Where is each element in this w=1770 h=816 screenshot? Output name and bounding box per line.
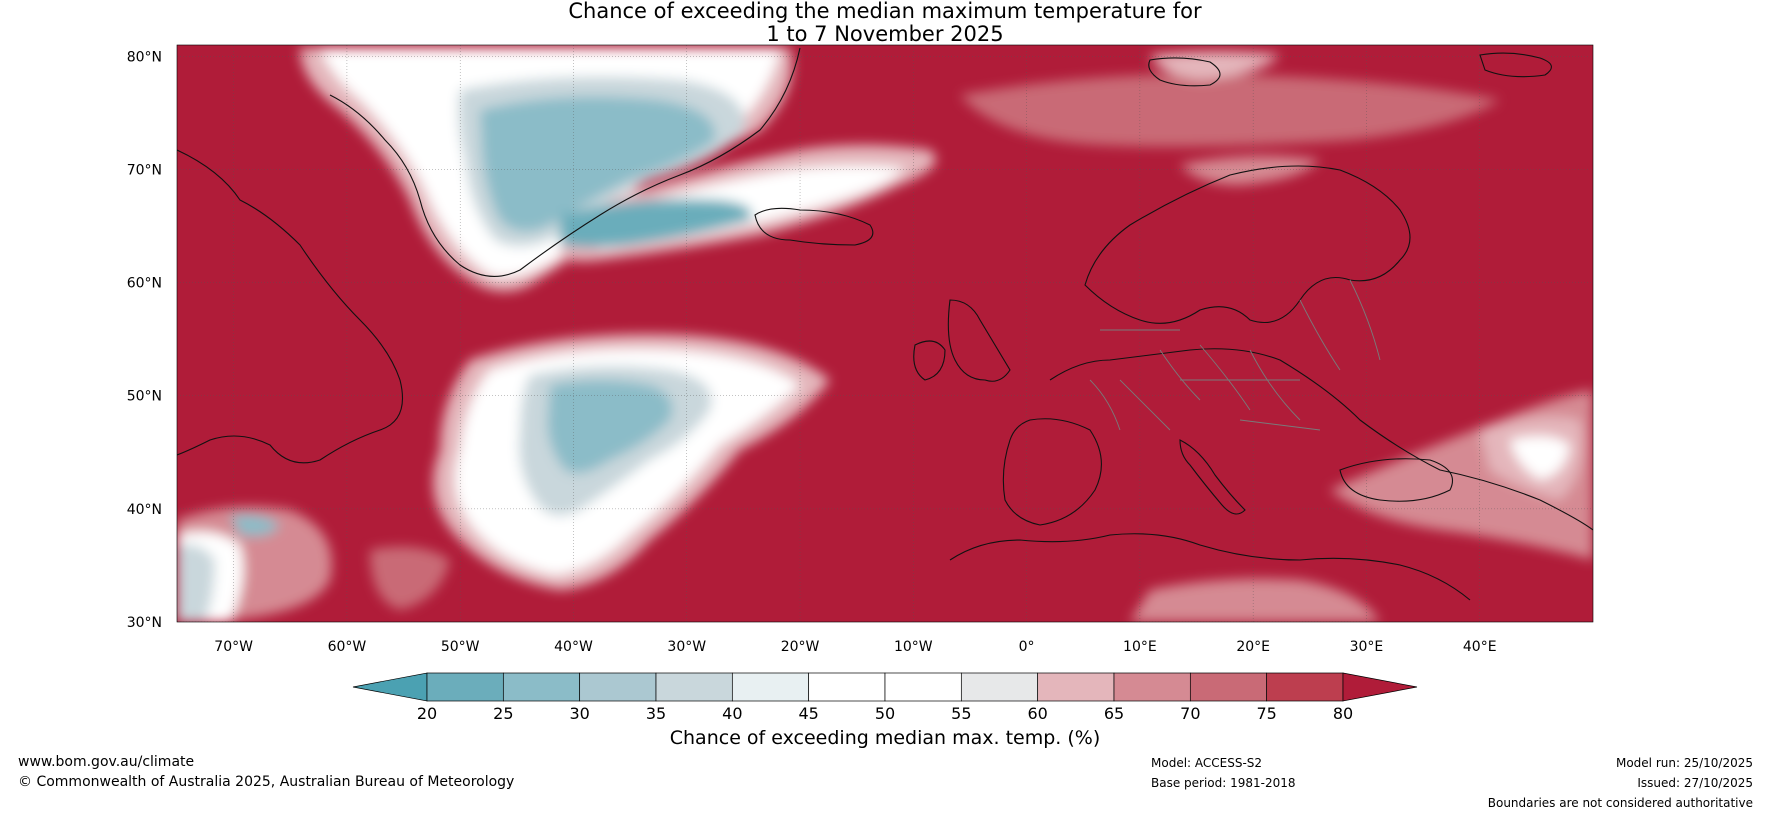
colorbar-title: Chance of exceeding median max. temp. (%… [669, 727, 1101, 749]
colorbar-tick-label: 45 [798, 704, 818, 723]
colorbar-segment [655, 672, 733, 702]
north-africa-coast [949, 533, 1471, 601]
colorbar-tick-label: 50 [875, 704, 895, 723]
colorbar-segment [1037, 672, 1115, 702]
iberia-coast [1002, 418, 1102, 526]
map-area [177, 45, 1593, 622]
greenland-coast [329, 47, 801, 277]
canada-coast [177, 149, 404, 464]
lon-tick-label: 10°E [1123, 639, 1157, 655]
colorbar-segment [808, 672, 886, 702]
colorbar-tick-label: 70 [1180, 704, 1200, 723]
colorbar-tick-label: 35 [646, 704, 666, 723]
footer-url: www.bom.gov.au/climate [18, 754, 195, 770]
colorbar-segments [352, 672, 1418, 702]
greenland-cool-region [300, 48, 936, 292]
colorbar-tick-label: 55 [951, 704, 971, 723]
map-title: Chance of exceeding the median maximum t… [0, 0, 1770, 46]
colorbar-tick-label: 80 [1333, 704, 1353, 723]
lon-tick-label: 0° [1019, 639, 1035, 655]
footer-copyright: © Commonwealth of Australia 2025, Austra… [18, 774, 515, 790]
title-line-1: Chance of exceeding the median maximum t… [568, 0, 1202, 23]
colorbar-segment [960, 672, 1039, 702]
colorbar-tick-label: 65 [1104, 704, 1124, 723]
south-region [370, 546, 1380, 622]
lat-tick-label: 40°N [127, 502, 162, 518]
country-borders [1089, 279, 1381, 431]
lat-tick-label: 50°N [127, 389, 162, 405]
british-isles-coast [913, 299, 1011, 382]
colorbar-tick-label: 40 [722, 704, 742, 723]
lon-tick-label: 40°W [554, 639, 593, 655]
footer-issued: Issued: 27/10/2025 [1637, 776, 1753, 790]
lon-tick-label: 30°W [667, 639, 706, 655]
lon-tick-label: 10°W [894, 639, 933, 655]
lat-tick-label: 80°N [127, 49, 162, 65]
lat-tick-label: 60°N [127, 276, 162, 292]
probability-field [177, 48, 1593, 622]
lon-tick-label: 70°W [214, 639, 253, 655]
lon-tick-label: 50°W [441, 639, 480, 655]
svalbard-coast [1148, 57, 1221, 87]
colorbar-low-extension [352, 672, 428, 702]
footer-disclaimer: Boundaries are not considered authoritat… [1487, 796, 1753, 810]
colorbar-segment [579, 672, 657, 702]
footer-model-run: Model run: 25/10/2025 [1615, 756, 1753, 770]
southwest-region [177, 506, 332, 622]
colorbar: 20 25 30 35 40 45 50 55 60 65 70 75 80 [352, 672, 1418, 723]
lon-tick-label: 20°W [781, 639, 820, 655]
novaya-zemlya-coast [1479, 52, 1552, 78]
colorbar-tick-label: 60 [1027, 704, 1047, 723]
lon-tick-label: 20°E [1236, 639, 1270, 655]
colorbar-tick-label: 30 [569, 704, 589, 723]
europe-coast [1049, 348, 1593, 531]
footer-base-period: Base period: 1981-2018 [1151, 776, 1296, 790]
colorbar-tick-labels: 20 25 30 35 40 45 50 55 60 65 70 75 80 [417, 704, 1353, 723]
colorbar-segment [502, 672, 581, 702]
black-sea-coast [1339, 458, 1454, 502]
iceland-coast [754, 207, 874, 246]
colorbar-segment [731, 672, 810, 702]
colorbar-tick-label: 20 [417, 704, 437, 723]
scandinavia-coast [1084, 165, 1411, 324]
colorbar-segment [1189, 672, 1268, 702]
colorbar-high-extension [1342, 672, 1418, 702]
colorbar-segment [884, 672, 962, 702]
colorbar-tick-label: 75 [1256, 704, 1276, 723]
title-line-2: 1 to 7 November 2025 [766, 22, 1004, 46]
latitude-labels: 80°N 70°N 60°N 50°N 40°N 30°N [127, 49, 162, 631]
lon-tick-label: 30°E [1350, 639, 1384, 655]
colorbar-segment [426, 672, 504, 702]
lon-tick-label: 60°W [328, 639, 367, 655]
colorbar-segment [1113, 672, 1191, 702]
footer-model: Model: ACCESS-S2 [1151, 756, 1263, 770]
italy-coast [1179, 439, 1246, 515]
map-frame [176, 44, 1594, 623]
atlantic-cool-region [433, 334, 830, 590]
lat-tick-label: 70°N [127, 162, 162, 178]
graticule [177, 45, 1593, 622]
longitude-labels: 70°W 60°W 50°W 40°W 30°W 20°W 10°W 0° 10°E 20°E 30… [214, 639, 1496, 655]
colorbar-tick-label: 25 [493, 704, 513, 723]
lon-tick-label: 40°E [1463, 639, 1497, 655]
colorbar-segment [1266, 672, 1344, 702]
lat-tick-label: 30°N [127, 615, 162, 631]
coastlines [177, 47, 1593, 601]
